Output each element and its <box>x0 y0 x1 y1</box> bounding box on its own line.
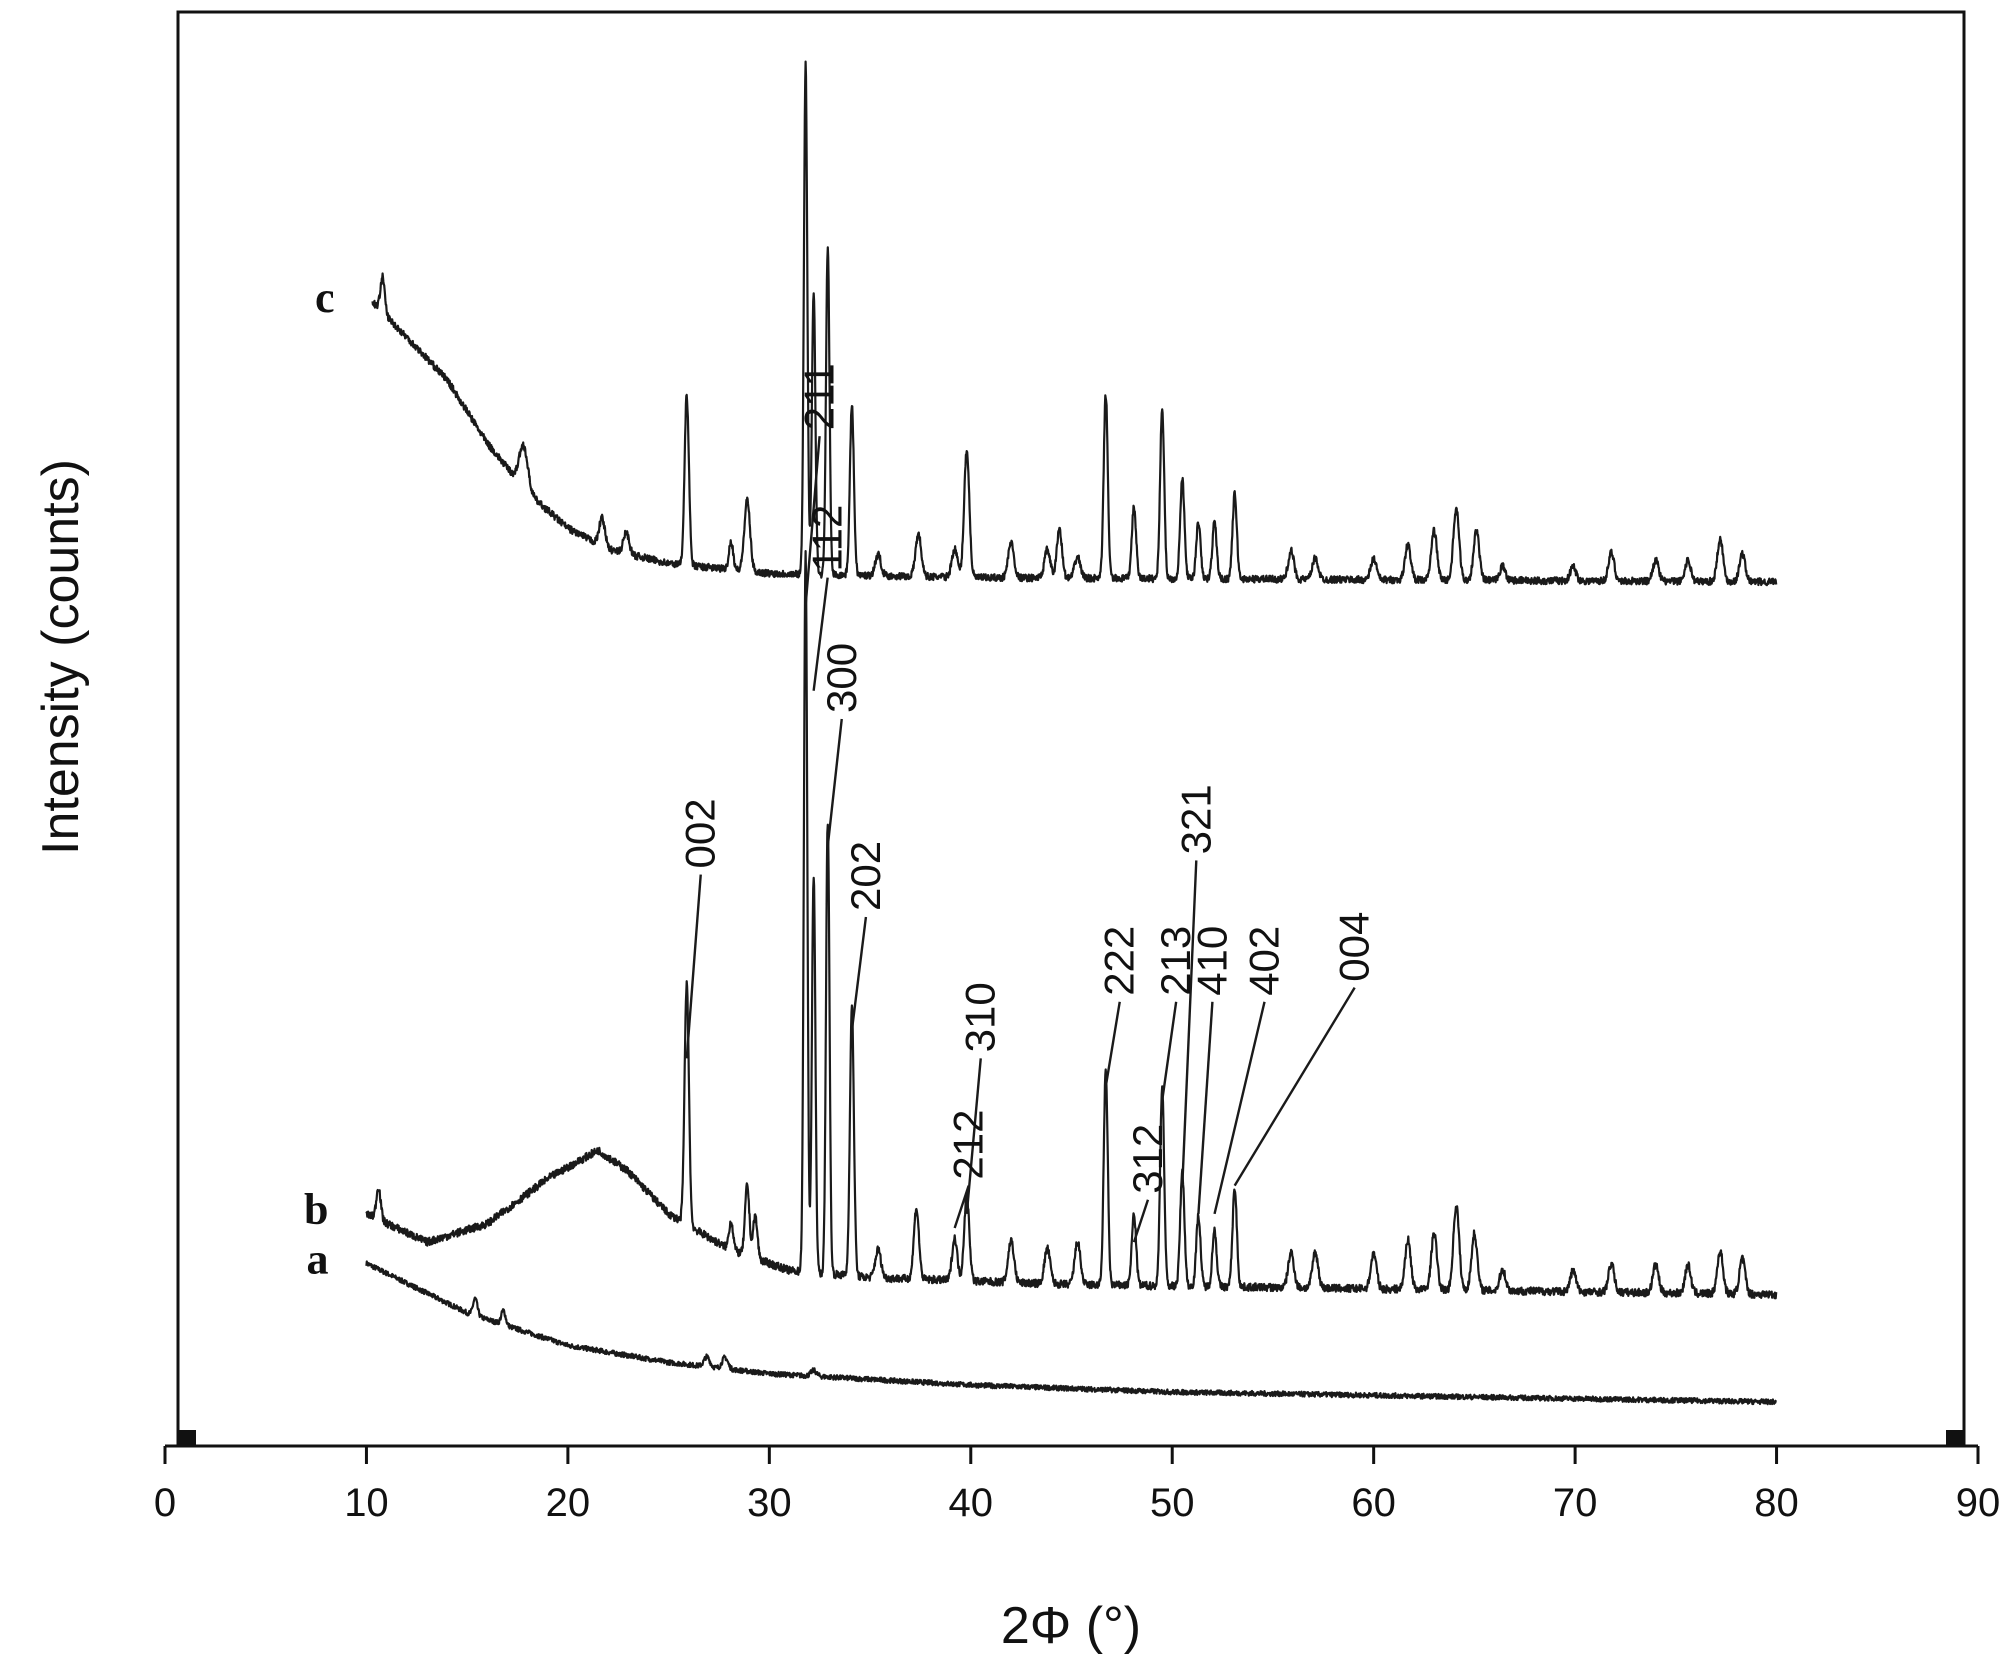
peak-label-004: 004 <box>1331 912 1378 982</box>
series-trace-c <box>371 60 1778 587</box>
peak-leader-112 <box>812 577 829 691</box>
peak-labels: 002 211 112 300 202 212 310 222 312 213 321 410 402 0… <box>677 363 1378 1194</box>
series-label-c: c <box>315 273 335 322</box>
peak-label-213: 213 <box>1152 926 1199 996</box>
series-trace-a <box>365 1260 1778 1406</box>
peak-leader-004 <box>1233 987 1356 1187</box>
x-tick-label-6: 60 <box>1351 1481 1396 1525</box>
peak-leader-002 <box>685 874 702 1059</box>
series-label-b: b <box>304 1185 328 1234</box>
peak-label-202: 202 <box>842 841 889 911</box>
x-tick-label-4: 40 <box>949 1481 994 1525</box>
peak-label-002: 002 <box>677 798 724 868</box>
peak-leader-lines <box>685 436 1356 1243</box>
x-tick-label-0: 0 <box>154 1481 176 1525</box>
peak-label-410: 410 <box>1188 926 1235 996</box>
peak-label-212: 212 <box>945 1110 992 1180</box>
x-tick-label-2: 20 <box>546 1481 591 1525</box>
series-labels: ab c <box>304 273 335 1284</box>
x-axis-ticks: 0 10 20 30 40 50 60 70 80 90 <box>154 1446 2000 1525</box>
x-tick-label-7: 70 <box>1553 1481 1598 1525</box>
peak-label-321: 321 <box>1172 784 1219 854</box>
peak-leader-202 <box>850 916 868 1031</box>
plot-frame <box>176 10 1966 1448</box>
peak-leader-300 <box>826 718 843 847</box>
x-tick-label-9: 90 <box>1956 1481 2001 1525</box>
series-label-a: a <box>306 1234 328 1283</box>
peak-label-222: 222 <box>1096 926 1143 996</box>
peak-leader-211 <box>804 436 821 606</box>
x-tick-label-1: 10 <box>344 1481 389 1525</box>
y-axis-title: Intensity (counts) <box>32 459 90 855</box>
x-tick-label-8: 80 <box>1754 1481 1799 1525</box>
series-traces <box>365 60 1778 1406</box>
x-axis-right-marker <box>1946 1430 1964 1446</box>
peak-leader-410 <box>1197 1001 1214 1214</box>
peak-label-211: 211 <box>796 363 843 430</box>
peak-leader-312 <box>1132 1199 1150 1243</box>
peak-leader-222 <box>1104 1001 1121 1087</box>
peak-leader-212 <box>953 1185 970 1229</box>
x-axis-left-marker <box>178 1430 196 1446</box>
peak-label-402: 402 <box>1241 926 1288 996</box>
series-trace-b <box>365 550 1778 1300</box>
x-tick-label-3: 30 <box>747 1481 792 1525</box>
peak-leader-321 <box>1181 860 1198 1186</box>
peak-label-112: 112 <box>804 505 851 572</box>
peak-label-312: 312 <box>1124 1124 1171 1194</box>
peak-label-310: 310 <box>957 982 1004 1052</box>
peak-leader-310 <box>965 1058 982 1215</box>
peak-leader-402 <box>1213 1001 1266 1215</box>
x-tick-label-5: 50 <box>1150 1481 1195 1525</box>
peak-label-300: 300 <box>818 643 865 713</box>
peak-leader-213 <box>1160 1001 1178 1101</box>
x-axis-title: 2Φ (°) <box>1001 1597 1141 1655</box>
